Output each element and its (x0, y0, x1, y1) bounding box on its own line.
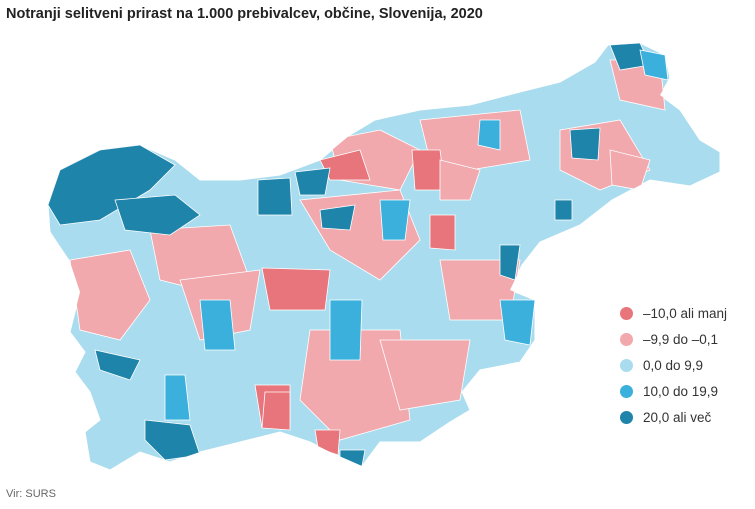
legend-label: 20,0 ali več (643, 409, 712, 425)
municipality-region (554, 199, 573, 221)
municipality-region (164, 374, 191, 421)
legend-swatch (620, 384, 633, 398)
municipality-region (379, 199, 411, 241)
municipality-region (69, 249, 151, 341)
legend-label: –10,0 ali manj (643, 305, 728, 321)
legend-item: 0,0 do 9,9 (620, 352, 727, 378)
municipality-region (499, 299, 536, 346)
legend-swatch (620, 358, 633, 372)
municipality-region (294, 167, 331, 196)
legend-label: 10,0 do 19,9 (643, 383, 719, 399)
municipality-region (639, 49, 669, 81)
legend-item: –10,0 ali manj (620, 300, 727, 326)
source-note: Vir: SURS (6, 488, 56, 500)
legend-swatch (620, 332, 633, 346)
legend-item: –9,9 do –0,1 (620, 326, 727, 352)
legend-swatch (620, 410, 633, 424)
legend-item: 20,0 ali več (620, 404, 727, 430)
municipality-region (439, 159, 481, 201)
municipality-region (477, 119, 501, 151)
municipality-region (379, 339, 471, 411)
municipality-region (261, 391, 291, 431)
municipality-region (299, 329, 411, 441)
municipality-region (114, 194, 201, 236)
municipality-region (339, 449, 366, 467)
municipality-region (329, 299, 363, 361)
legend-item: 10,0 do 19,9 (620, 378, 727, 404)
legend-label: –9,9 do –0,1 (643, 331, 719, 347)
legend: –10,0 ali manj –9,9 do –0,1 0,0 do 9,9 1… (620, 300, 727, 430)
municipality-region (429, 214, 456, 251)
municipality-region (261, 267, 331, 311)
map-title: Notranji selitveni prirast na 1.000 preb… (6, 6, 483, 22)
municipality-region (199, 299, 236, 351)
municipality-region (257, 177, 293, 216)
legend-swatch (620, 306, 633, 320)
municipality-region (319, 204, 356, 231)
municipality-region (144, 419, 201, 461)
municipality-region (569, 127, 601, 161)
legend-label: 0,0 do 9,9 (643, 357, 704, 373)
municipality-region (94, 349, 141, 381)
